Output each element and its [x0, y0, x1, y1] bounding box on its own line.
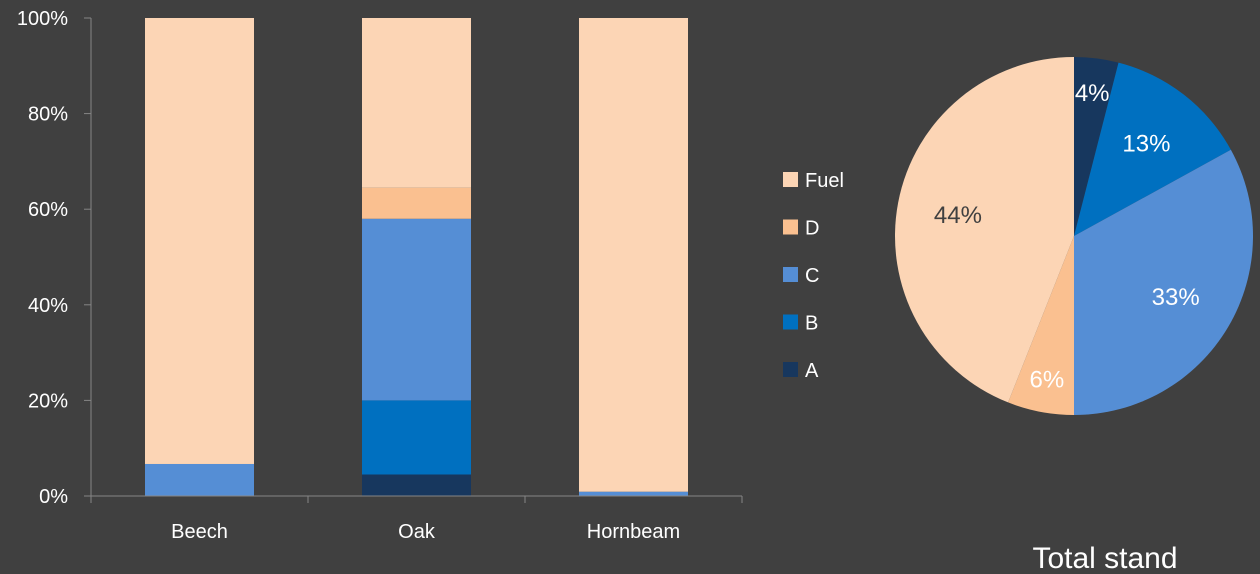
y-axis-gridlines	[84, 18, 91, 496]
legend-label: C	[805, 265, 819, 287]
bar-segment-oak-d	[362, 188, 471, 219]
legend-item-c: C	[783, 265, 819, 287]
legend-item-d: D	[783, 218, 819, 240]
legend-item-b: B	[783, 313, 818, 335]
legend-swatch	[783, 315, 798, 330]
y-tick-label: 100%	[17, 8, 68, 30]
pie-label-b: 13%	[1122, 131, 1170, 158]
y-axis-tick-labels: 0% 20% 40% 60% 80% 100%	[17, 8, 68, 508]
x-tick-label: Oak	[398, 521, 436, 543]
x-tick-label: Hornbeam	[587, 521, 680, 543]
bar-segment-hornbeam-fuel	[579, 18, 688, 492]
legend-swatch	[783, 172, 798, 187]
stacked-bar-chart: 0% 20% 40% 60% 80% 100% Beech Oak Hornbeam	[17, 8, 742, 543]
pie-label-a: 4%	[1075, 80, 1110, 107]
pie-label-fuel: 44%	[934, 202, 982, 229]
y-tick-label: 80%	[28, 104, 68, 126]
bar-segment-oak-fuel	[362, 18, 471, 188]
legend-swatch	[783, 362, 798, 377]
legend-swatch	[783, 267, 798, 282]
bar-segments	[145, 18, 688, 496]
legend-label: A	[805, 360, 819, 382]
bar-segment-hornbeam-c	[579, 492, 688, 496]
bar-segment-beech-c	[145, 464, 254, 496]
y-tick-label: 20%	[28, 390, 68, 412]
bar-chart-legend: Fuel D C B A	[783, 170, 844, 382]
y-tick-label: 40%	[28, 295, 68, 317]
pie-slices	[895, 57, 1253, 415]
pie-label-c: 33%	[1152, 284, 1200, 311]
bar-segment-oak-b	[362, 400, 471, 474]
x-tick-label: Beech	[171, 521, 228, 543]
legend-item-fuel: Fuel	[783, 170, 844, 192]
x-axis-tick-labels: Beech Oak Hornbeam	[171, 521, 680, 543]
legend-label: Fuel	[805, 170, 844, 192]
bar-segment-beech-fuel	[145, 18, 254, 464]
y-tick-label: 0%	[39, 486, 68, 508]
y-tick-label: 60%	[28, 199, 68, 221]
legend-label: D	[805, 218, 819, 240]
bar-segment-oak-a	[362, 474, 471, 496]
legend-swatch	[783, 220, 798, 235]
bar-segment-oak-c	[362, 219, 471, 401]
legend-label: B	[805, 313, 818, 335]
pie-chart: 4% 13% 33% 6% 44% Total stand	[895, 57, 1253, 574]
legend-item-a: A	[783, 360, 819, 382]
pie-label-d: 6%	[1029, 366, 1064, 393]
pie-chart-title: Total stand	[1032, 542, 1177, 574]
